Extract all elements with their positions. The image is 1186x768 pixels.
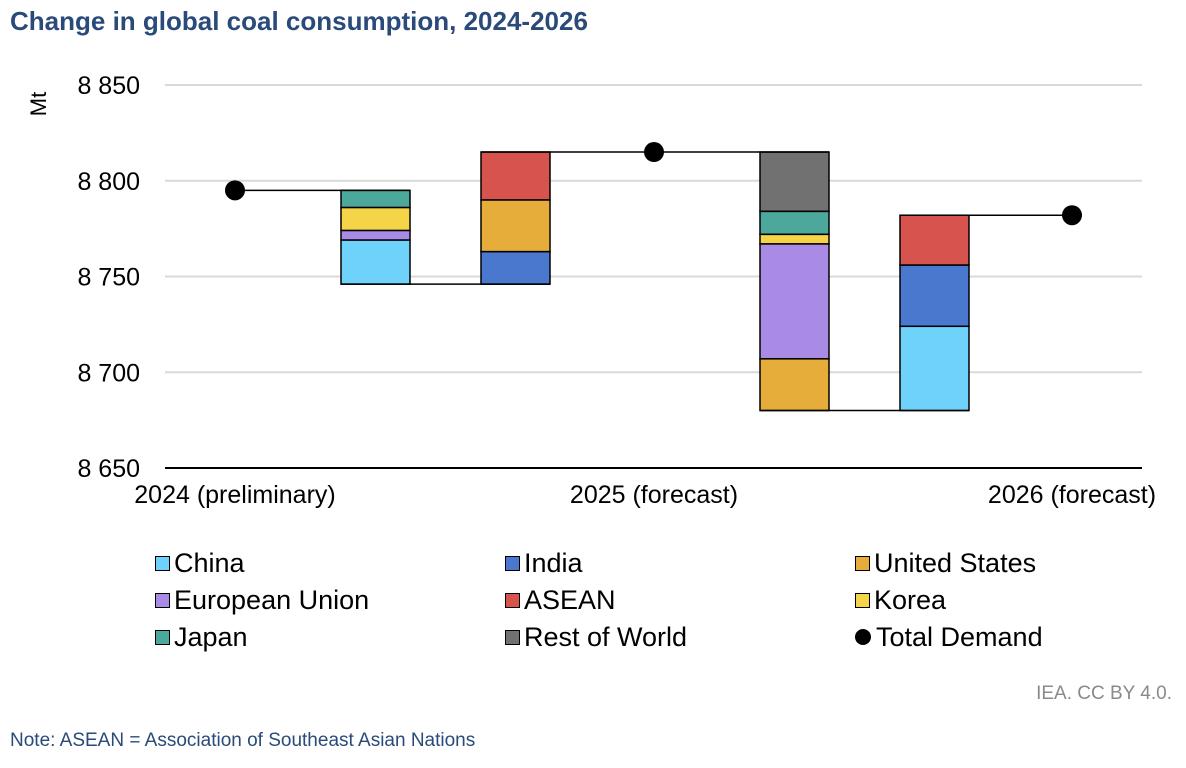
legend-item: China bbox=[155, 545, 245, 581]
legend-swatch bbox=[155, 629, 170, 645]
bar-asean bbox=[899, 214, 970, 266]
legend-label: ASEAN bbox=[524, 584, 616, 615]
legend-label: China bbox=[174, 547, 245, 578]
legend-item: Total Demand bbox=[855, 619, 1043, 655]
chart-title: Change in global coal consumption, 2024-… bbox=[10, 6, 588, 36]
legend-label: Japan bbox=[174, 621, 248, 652]
legend-swatch bbox=[855, 555, 870, 571]
bar-korea bbox=[759, 233, 830, 245]
legend-swatch bbox=[855, 592, 870, 608]
y-tick-label: 8 650 bbox=[77, 455, 140, 483]
bar-japan bbox=[759, 210, 830, 236]
bar-asean bbox=[480, 151, 551, 201]
bar-european-union bbox=[340, 229, 411, 241]
legend-swatch bbox=[155, 555, 170, 571]
source-credit: IEA. CC BY 4.0. bbox=[1036, 683, 1172, 704]
bar-european-union bbox=[759, 243, 830, 360]
x-tick-label: 2024 (preliminary) bbox=[134, 481, 335, 509]
footnote: Note: ASEAN = Association of Southeast A… bbox=[10, 730, 476, 751]
y-tick-label: 8 700 bbox=[77, 359, 140, 387]
legend-swatch bbox=[505, 555, 520, 571]
y-tick-label: 8 800 bbox=[77, 168, 140, 196]
legend-label: India bbox=[524, 547, 583, 578]
bar-united-states bbox=[759, 358, 830, 412]
total-demand-marker bbox=[644, 142, 664, 163]
legend-label: European Union bbox=[174, 584, 370, 615]
legend-item: European Union bbox=[155, 582, 369, 618]
x-tick-label: 2025 (forecast) bbox=[570, 481, 738, 509]
legend-swatch bbox=[505, 592, 520, 608]
bar-india bbox=[899, 264, 970, 328]
legend-item: Rest of World bbox=[505, 619, 687, 655]
total-demand-marker bbox=[1062, 205, 1082, 226]
legend-item: United States bbox=[855, 545, 1036, 581]
bar-china bbox=[340, 239, 411, 285]
bar-korea bbox=[340, 206, 411, 232]
x-tick-label: 2026 (forecast) bbox=[988, 481, 1156, 509]
legend-swatch bbox=[505, 629, 520, 645]
legend-label: Korea bbox=[874, 584, 947, 615]
legend-label: United States bbox=[874, 547, 1037, 578]
legend-label: Total Demand bbox=[876, 621, 1043, 652]
bar-rest-of-world bbox=[759, 151, 830, 213]
y-tick-label: 8 850 bbox=[77, 72, 140, 100]
legend: China India United States European Union ASE… bbox=[155, 545, 1165, 657]
bar-japan bbox=[340, 189, 411, 209]
total-demand-marker bbox=[225, 180, 245, 201]
bar-china bbox=[899, 325, 970, 412]
legend-item: Korea bbox=[855, 582, 946, 618]
chart-plot: 8 650 8 700 8 750 8 800 8 850 Mt 2024 (prelimi… bbox=[26, 72, 1156, 509]
bar-united-states bbox=[480, 199, 551, 253]
legend-item: Japan bbox=[155, 619, 248, 655]
y-tick-label: 8 750 bbox=[77, 264, 140, 292]
legend-item: India bbox=[505, 545, 583, 581]
legend-dot-marker bbox=[855, 629, 871, 645]
y-axis-label: Mt bbox=[26, 92, 51, 116]
legend-swatch bbox=[155, 592, 170, 608]
bar-india bbox=[480, 250, 551, 285]
legend-item: ASEAN bbox=[505, 582, 616, 618]
legend-label: Rest of World bbox=[524, 621, 688, 652]
